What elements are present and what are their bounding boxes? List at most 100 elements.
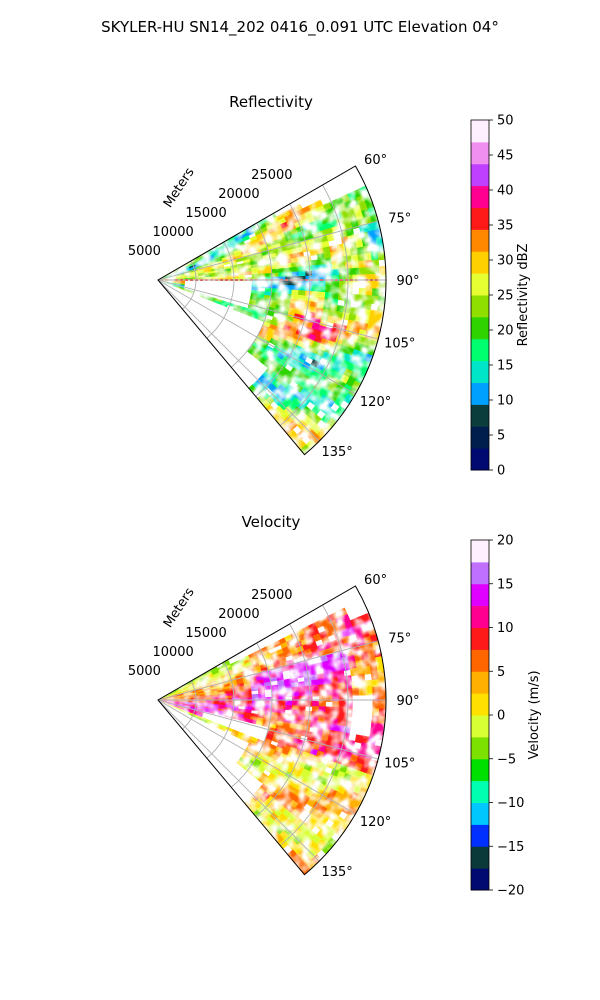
radar-cell bbox=[188, 684, 197, 689]
radar-cell bbox=[312, 280, 320, 288]
radar-cell bbox=[356, 666, 365, 676]
radar-cell bbox=[231, 243, 239, 250]
radar-cell bbox=[349, 247, 358, 257]
radar-cell bbox=[176, 269, 184, 274]
colorbar: −20 −15 −10 −5 0 5 10 15 20 Velocity (m/s) bbox=[470, 534, 542, 899]
radar-cell bbox=[331, 682, 340, 691]
radar-cell bbox=[285, 280, 293, 286]
radar-cell bbox=[201, 717, 209, 722]
radar-cell bbox=[164, 274, 171, 278]
radar-cell bbox=[189, 711, 197, 715]
radar-cell bbox=[251, 381, 261, 391]
radar-cell bbox=[244, 225, 254, 233]
radar-cell bbox=[283, 375, 293, 386]
radar-cell bbox=[338, 281, 347, 289]
radar-cell bbox=[182, 687, 190, 691]
radar-cell bbox=[192, 676, 200, 682]
radar-cell bbox=[222, 661, 231, 668]
radar-cell bbox=[291, 686, 299, 693]
radar-cell bbox=[344, 293, 353, 302]
radar-cell bbox=[183, 288, 191, 292]
colorbar-swatch bbox=[471, 736, 489, 760]
radar-cell bbox=[183, 708, 191, 712]
radar-cell bbox=[359, 322, 369, 332]
radar-cell bbox=[338, 682, 346, 690]
radar-cell bbox=[189, 266, 197, 271]
radar-cell bbox=[170, 704, 178, 707]
radar-cell bbox=[270, 359, 280, 369]
radar-cell bbox=[295, 666, 304, 674]
radar-cell bbox=[231, 702, 239, 707]
radar-cell bbox=[170, 691, 177, 695]
radar-cell bbox=[206, 254, 215, 260]
radar-cell bbox=[171, 696, 179, 699]
radar-cell bbox=[318, 706, 326, 713]
radar-cell bbox=[330, 251, 339, 259]
radar-cell bbox=[219, 669, 227, 675]
radar-cell bbox=[325, 689, 333, 697]
radar-cell bbox=[237, 661, 246, 668]
radar-cell bbox=[238, 757, 247, 765]
radar-cell bbox=[206, 674, 215, 680]
radar-cell bbox=[176, 688, 184, 693]
radar-cell bbox=[208, 678, 216, 684]
radar-cell bbox=[217, 664, 225, 671]
radar-cell bbox=[321, 351, 331, 361]
radar-cell bbox=[305, 690, 313, 697]
radar-cell bbox=[336, 249, 345, 258]
radar-cell bbox=[323, 303, 331, 311]
radar-cell bbox=[372, 281, 380, 290]
radar-cell bbox=[204, 700, 212, 703]
radar-cell bbox=[233, 232, 242, 240]
radar-cell bbox=[191, 693, 199, 696]
radar-cell bbox=[218, 700, 226, 703]
colorbar-tick-label: 40 bbox=[497, 184, 514, 199]
radar-cell bbox=[195, 261, 203, 267]
radar-cell bbox=[317, 258, 326, 266]
radar-cell bbox=[231, 700, 239, 704]
radar-cell bbox=[265, 280, 273, 286]
radar-cell bbox=[264, 367, 274, 377]
radar-cell bbox=[256, 738, 265, 746]
radar-cell bbox=[378, 708, 387, 718]
radar-cell bbox=[176, 689, 184, 694]
radar-cell bbox=[370, 251, 379, 261]
radar-cell bbox=[270, 260, 279, 267]
colorbar-tick-label: 45 bbox=[497, 149, 514, 164]
radar-cell bbox=[261, 371, 271, 380]
radar-cell bbox=[310, 716, 319, 724]
radar-cell bbox=[309, 668, 318, 677]
radar-cell bbox=[251, 761, 260, 770]
radar-cell bbox=[271, 268, 279, 274]
radar-cell bbox=[251, 697, 259, 702]
radar-cell bbox=[171, 282, 179, 285]
radar-cell bbox=[253, 306, 262, 313]
radar-cell bbox=[278, 268, 286, 274]
radar-cell bbox=[170, 284, 178, 288]
radar-cell bbox=[365, 642, 375, 653]
radar-cell bbox=[237, 268, 246, 273]
radar-cell bbox=[171, 276, 179, 279]
radar-cell bbox=[164, 273, 171, 278]
colorbar-swatch bbox=[471, 824, 489, 847]
radar-cell bbox=[377, 251, 386, 261]
radar-cell bbox=[369, 244, 378, 254]
radar-cell bbox=[164, 282, 171, 286]
radar-cell bbox=[219, 249, 227, 255]
radar-cell bbox=[197, 269, 205, 273]
radar-cell bbox=[171, 702, 179, 705]
radar-cell bbox=[224, 690, 232, 695]
radar-cell bbox=[298, 695, 306, 702]
radar-cell bbox=[264, 345, 274, 354]
radar-cell bbox=[203, 267, 211, 272]
radar-cell bbox=[349, 667, 358, 677]
radar-cell bbox=[284, 713, 292, 720]
colorbar-swatch bbox=[471, 382, 489, 405]
radar-cell bbox=[247, 742, 256, 750]
radar-cell bbox=[212, 250, 220, 256]
radar-cell bbox=[322, 246, 331, 255]
radar-cell bbox=[184, 704, 192, 708]
radar-cell bbox=[292, 362, 303, 372]
radar-cell bbox=[271, 700, 280, 706]
radar-cell bbox=[207, 256, 215, 262]
